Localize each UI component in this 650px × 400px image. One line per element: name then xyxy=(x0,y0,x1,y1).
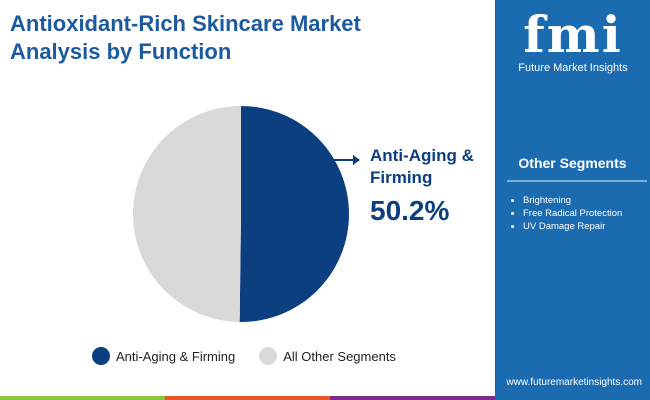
logo-name: Future Market Insights xyxy=(518,62,628,74)
legend-label-other: All Other Segments xyxy=(283,348,396,364)
list-item: Brightening xyxy=(523,194,643,207)
pie-chart xyxy=(132,106,360,322)
footer-bar-orange xyxy=(165,396,330,400)
page-title: Antioxidant-Rich Skincare Market Analysi… xyxy=(10,11,361,64)
legend: Anti-Aging & Firming All Other Segments xyxy=(92,347,396,365)
pie-slice-0 xyxy=(239,106,349,322)
footer-bar-purple xyxy=(330,396,495,400)
pie-slice-1 xyxy=(132,106,241,322)
legend-swatch-anti-aging xyxy=(92,347,110,365)
other-segments-title: Other Segments xyxy=(518,155,627,171)
callout-arrow xyxy=(333,155,360,165)
website-url[interactable]: www.futuremarketinsights.com xyxy=(506,377,642,388)
legend-swatch-other xyxy=(259,347,278,365)
side-panel: fmi Future Market Insights Other Segment… xyxy=(495,0,650,400)
footer-bar-green xyxy=(0,396,165,400)
fmi-logo: fmi Future Market Insights xyxy=(513,8,633,75)
other-segments-list: Brightening Free Radical Protection UV D… xyxy=(509,194,643,233)
callout: Anti-Aging & Firming 50.2% xyxy=(370,145,480,227)
callout-label: Anti-Aging & Firming xyxy=(370,146,474,187)
legend-label-anti-aging: Anti-Aging & Firming xyxy=(116,348,236,364)
list-item: UV Damage Repair xyxy=(523,220,643,233)
list-item: Free Radical Protection xyxy=(523,207,643,220)
divider xyxy=(507,180,647,182)
callout-value: 50.2% xyxy=(370,195,450,226)
